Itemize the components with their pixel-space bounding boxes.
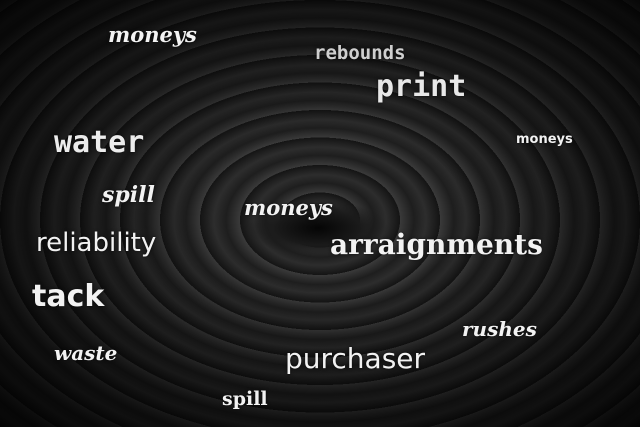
word-moneys-center: moneys bbox=[244, 195, 333, 220]
word-waste: waste bbox=[54, 341, 118, 365]
word-moneys-top: moneys bbox=[108, 22, 197, 47]
word-arraignments: arraignments bbox=[330, 228, 543, 261]
word-water: water bbox=[54, 125, 145, 160]
word-rebounds: rebounds bbox=[314, 42, 406, 64]
word-moneys-right: moneys bbox=[516, 132, 573, 147]
word-reliability: reliability bbox=[36, 228, 157, 258]
word-purchaser: purchaser bbox=[285, 342, 426, 375]
word-spill-script: spill bbox=[102, 182, 155, 208]
word-spill-bottom: spill bbox=[222, 388, 268, 410]
word-tack: tack bbox=[32, 279, 105, 314]
word-print: print bbox=[376, 69, 467, 104]
word-rushes: rushes bbox=[462, 317, 537, 341]
